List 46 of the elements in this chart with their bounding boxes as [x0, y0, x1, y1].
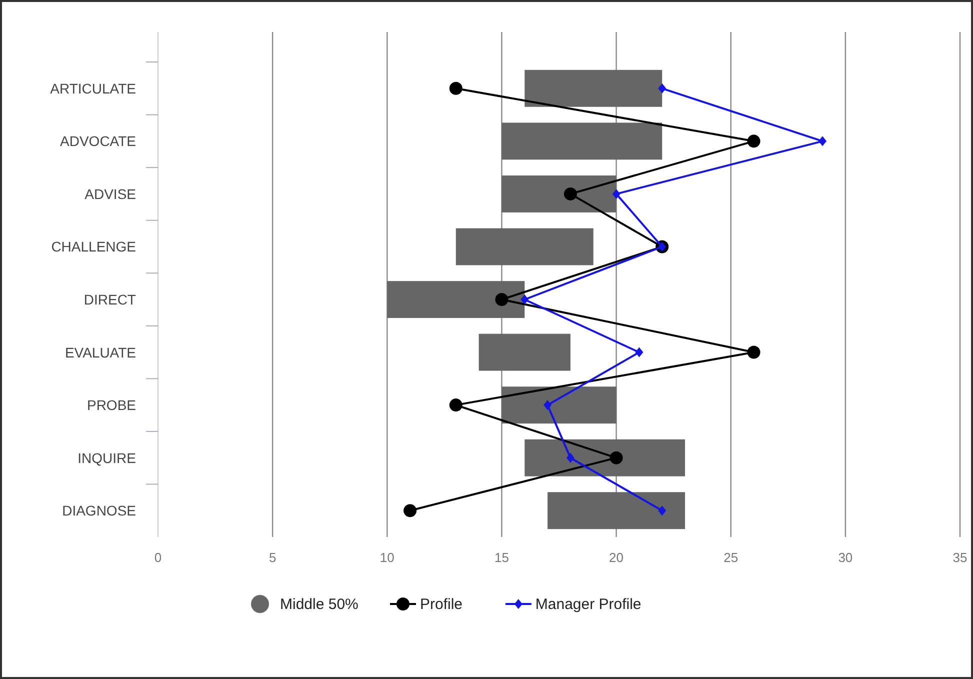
point [566, 452, 574, 463]
point [404, 504, 417, 518]
y-tick-label: EVALUATE [64, 344, 136, 360]
point [449, 82, 462, 95]
legend-label: Manager Profile [535, 596, 642, 613]
y-tick-label: ADVOCATE [60, 133, 136, 150]
y-tick-label: CHALLENGE [51, 238, 136, 255]
bar [524, 70, 662, 107]
legend-label: Middle 50% [280, 596, 358, 613]
bar [502, 175, 616, 212]
x-tick-label: 35 [952, 550, 968, 565]
bar [548, 492, 686, 530]
y-tick-label: ARTICULATE [50, 80, 136, 96]
y-tick-label: ADVISE [84, 186, 136, 202]
bar [524, 439, 686, 476]
point [520, 294, 529, 304]
x-tick-label: 20 [609, 550, 624, 565]
x-tick-label: 0 [154, 550, 162, 565]
point [818, 136, 827, 146]
bar [387, 281, 525, 318]
x-tick-label: 25 [724, 550, 738, 565]
x-tick-label: 30 [838, 550, 853, 565]
point [449, 398, 462, 412]
point [544, 400, 552, 410]
bar [502, 386, 616, 424]
point [610, 451, 623, 464]
point [564, 187, 577, 200]
point [658, 506, 666, 516]
point [635, 347, 644, 358]
x-tick-label: 5 [268, 550, 276, 565]
point [747, 134, 760, 148]
y-tick-label: PROBE [86, 397, 136, 414]
point [612, 188, 620, 199]
y-tick-label: INQUIRE [78, 450, 136, 466]
y-tick-label: DIRECT [84, 292, 136, 308]
x-tick-label: 15 [494, 550, 509, 565]
x-tick-label: 10 [380, 550, 394, 565]
point [658, 83, 666, 94]
legend-label: Profile [420, 596, 463, 613]
y-tick-label: DIAGNOSE [62, 502, 136, 519]
bar [478, 334, 570, 371]
bar [456, 228, 594, 266]
point [658, 242, 666, 252]
bar [502, 122, 662, 160]
point [495, 293, 508, 306]
point [747, 346, 760, 359]
